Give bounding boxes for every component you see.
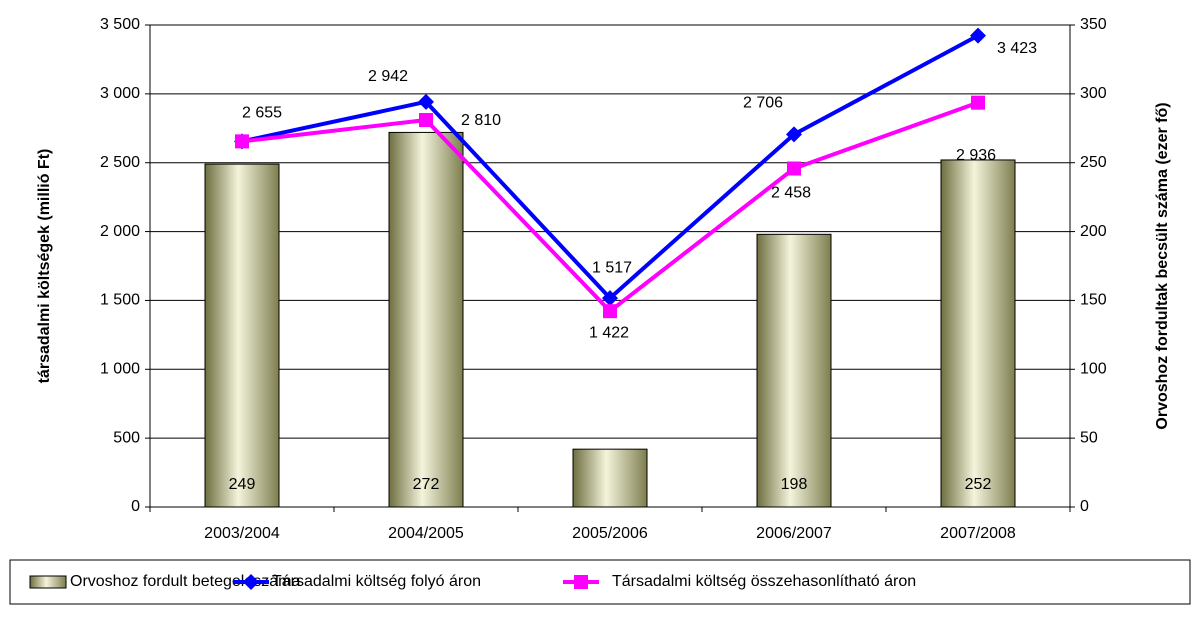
marker [787, 161, 801, 176]
value-label: 2 810 [461, 112, 501, 129]
y-tick-label: 2 000 [100, 223, 140, 240]
bar-value-label: 249 [229, 476, 256, 493]
value-label: 2 936 [956, 147, 996, 164]
value-label: 1 517 [592, 259, 632, 276]
marker [786, 126, 802, 143]
value-label: 1 422 [589, 324, 629, 341]
y2-tick-label: 150 [1080, 292, 1107, 309]
marker [603, 304, 617, 319]
y-tick-label: 500 [113, 429, 140, 446]
x-tick-label: 2007/2008 [940, 525, 1016, 542]
y2-tick-label: 200 [1080, 223, 1107, 240]
marker [418, 93, 434, 110]
value-label: 2 655 [242, 105, 282, 122]
marker [602, 290, 618, 307]
legend-marker [243, 574, 259, 590]
y-tick-label: 1 000 [100, 361, 140, 378]
line [241, 100, 979, 314]
bar-value-label: 198 [781, 476, 808, 493]
x-tick-label: 2006/2007 [756, 525, 832, 542]
marker [419, 113, 433, 128]
y2-tick-label: 300 [1080, 85, 1107, 102]
y-tick-label: 2 500 [100, 154, 140, 171]
y-axis-title: társadalmi költségek (millió Ft) [36, 149, 53, 384]
marker [971, 95, 985, 110]
bar-value-label: 252 [965, 476, 992, 493]
bar [940, 159, 1016, 508]
y2-axis-title: Orvoshoz fordultak becsült száma (ezer f… [1154, 102, 1171, 429]
legend-label: Orvoshoz fordult betegek száma [70, 573, 300, 590]
bar [204, 163, 280, 508]
y2-tick-label: 100 [1080, 361, 1107, 378]
legend-label: Társadalmi költség folyó áron [272, 573, 481, 590]
x-tick-label: 2003/2004 [204, 525, 280, 542]
bar [388, 131, 464, 508]
y2-tick-label: 250 [1080, 154, 1107, 171]
y-tick-label: 0 [131, 498, 140, 515]
bar-value-label: 272 [413, 476, 440, 493]
y-tick-label: 3 000 [100, 85, 140, 102]
y-tick-label: 3 500 [100, 16, 140, 33]
value-label: 2 706 [743, 95, 783, 112]
legend-marker [574, 575, 588, 589]
y2-tick-label: 0 [1080, 498, 1089, 515]
legend-box [9, 559, 1191, 605]
y-tick-label: 1 500 [100, 292, 140, 309]
y2-tick-label: 350 [1080, 16, 1107, 33]
marker [235, 134, 249, 149]
x-tick-label: 2005/2006 [572, 525, 648, 542]
y2-tick-label: 50 [1080, 429, 1098, 446]
bar [572, 448, 648, 508]
legend-swatch [29, 575, 67, 589]
value-label: 2 458 [771, 185, 811, 202]
marker [970, 27, 986, 44]
value-label: 3 423 [997, 40, 1037, 57]
bar [756, 233, 832, 508]
legend-label: Társadalmi költség összehasonlítható áro… [612, 573, 916, 590]
value-label: 2 942 [368, 68, 408, 85]
x-tick-label: 2004/2005 [388, 525, 464, 542]
